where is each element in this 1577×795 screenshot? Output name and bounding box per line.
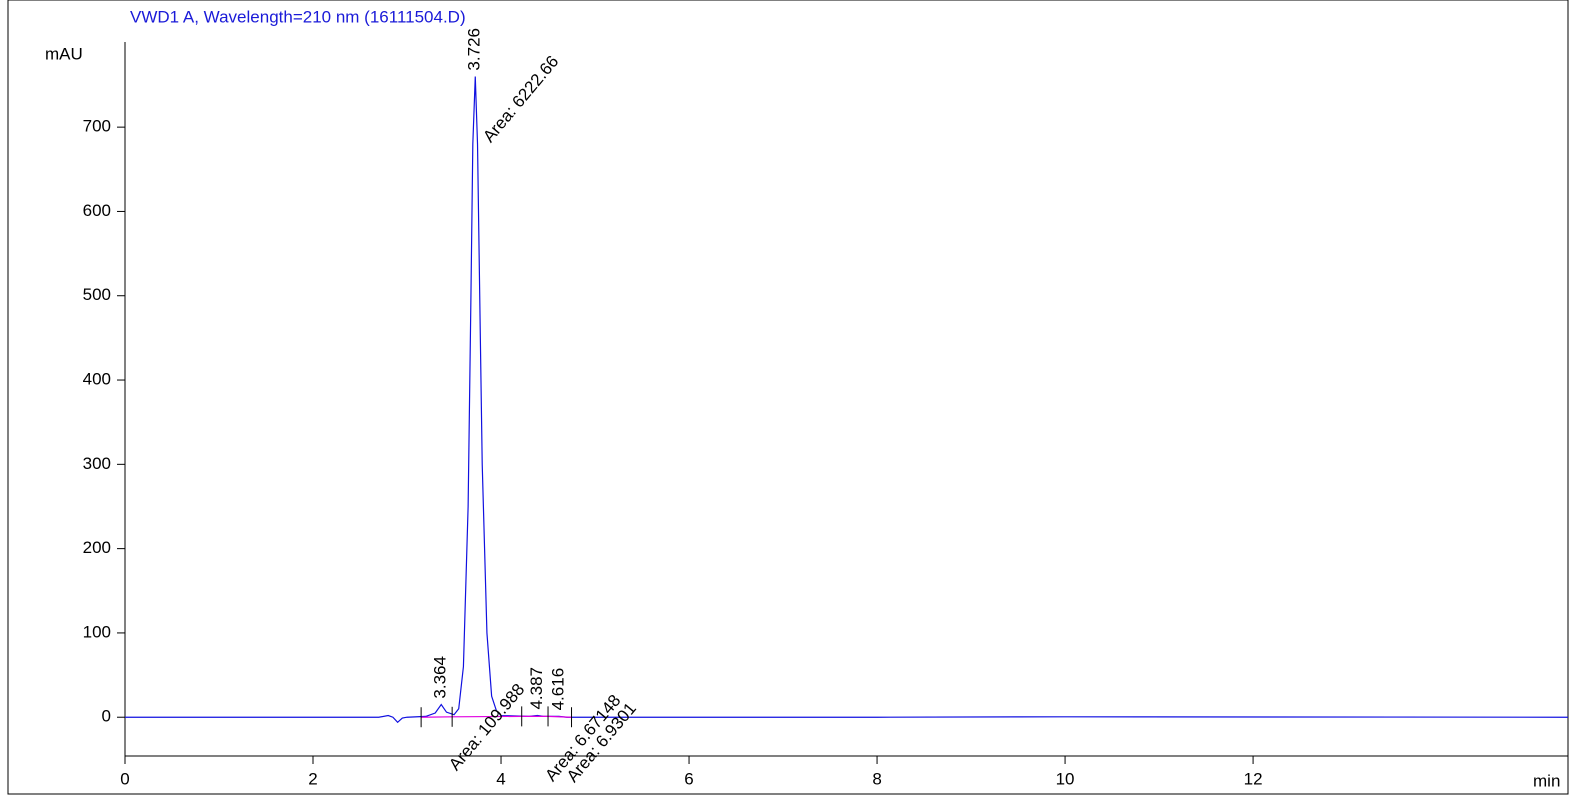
- x-tick-label: 0: [120, 769, 129, 788]
- x-tick-label: 4: [496, 769, 505, 788]
- y-tick-label: 600: [83, 201, 111, 220]
- chart-title: VWD1 A, Wavelength=210 nm (16111504.D): [130, 7, 466, 26]
- y-tick-label: 100: [83, 622, 111, 641]
- y-tick-label: 500: [83, 285, 111, 304]
- y-tick-label: 400: [83, 370, 111, 389]
- x-tick-label: 2: [308, 769, 317, 788]
- series-line: [125, 76, 1569, 724]
- y-tick-label: 0: [102, 707, 111, 726]
- x-tick-label: 8: [872, 769, 881, 788]
- x-tick-label: 10: [1056, 769, 1075, 788]
- x-axis-label: min: [1533, 771, 1560, 790]
- peak-time: 3.364: [431, 656, 450, 699]
- y-tick-label: 200: [83, 538, 111, 557]
- x-tick-label: 12: [1244, 769, 1263, 788]
- frame: [7, 0, 1569, 795]
- peak-time: 3.726: [465, 28, 484, 71]
- y-tick-label: 700: [83, 117, 111, 136]
- y-tick-label: 300: [83, 454, 111, 473]
- x-tick-label: 6: [684, 769, 693, 788]
- peak-time: 4.616: [548, 668, 567, 711]
- peak-time: 4.387: [527, 667, 546, 710]
- peak-area: Area: 109.988: [445, 680, 528, 774]
- y-axis-label: mAU: [45, 44, 83, 63]
- peak-area: Area: 6222.66: [479, 52, 562, 146]
